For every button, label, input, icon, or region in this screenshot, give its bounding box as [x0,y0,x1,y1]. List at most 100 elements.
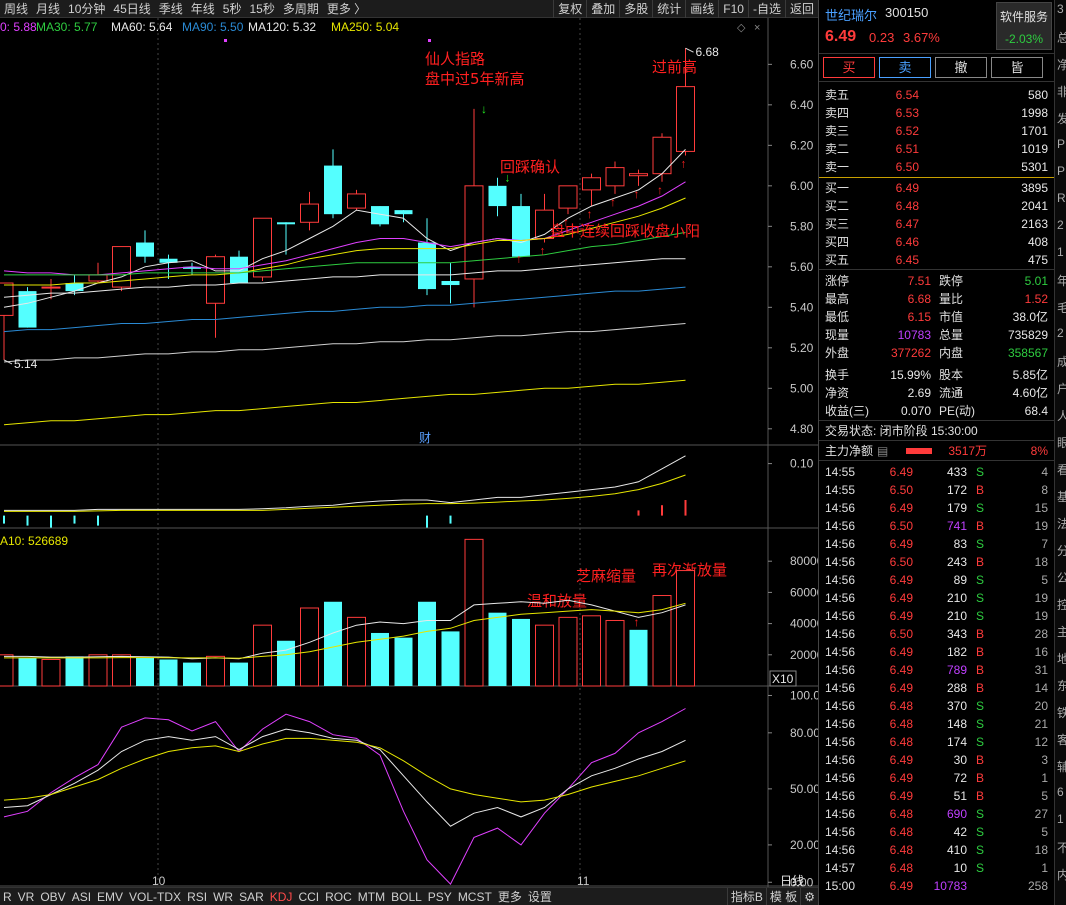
up-arrow-icon: ↑ [516,252,522,266]
edge-char: 基 [1057,488,1066,505]
tool-button-0[interactable]: 复权 [553,0,586,18]
bottom-tool-0[interactable]: 指标B [726,888,766,905]
period-tab-6[interactable]: 5秒 [222,1,242,16]
edge-char: R [1057,191,1066,205]
axis-tick-label: 60000 [790,585,818,599]
indicator-tab-vol-tdx[interactable]: VOL-TDX [129,889,182,904]
indicator-tab-boll[interactable]: BOLL [391,889,422,904]
indicator-tab-设置[interactable]: 设置 [527,889,552,904]
bid-level-5[interactable]: 买五 6.45 475 [819,251,1054,269]
ask-level-price: 6.51 [895,142,919,156]
ask-level-3[interactable]: 卖三 6.52 1701 [819,122,1054,140]
tick-direction: B [975,627,984,641]
tick-volume: 172 [946,483,967,497]
axis-tick-label: 5.60 [790,260,814,274]
edge-char: 分 [1057,542,1066,559]
bid-level-2[interactable]: 买二 6.48 2041 [819,197,1054,215]
period-tab-3[interactable]: 45日线 [113,1,151,16]
period-tab-8[interactable]: 多周期 [282,1,319,16]
bottom-tool-1[interactable]: 模 板 [765,888,800,905]
indicator-tab-wr[interactable]: WR [213,889,234,904]
ask-level-5[interactable]: 卖一 6.50 5301 [819,158,1054,176]
cancel-order-button[interactable]: 撤 [935,57,987,78]
side-panel-edge[interactable]: 3总净非发PPR21年毛2成户人眼看基法分公控主地东铁客辅61不内 [1054,0,1066,905]
indicator-tab-psy[interactable]: PSY [427,889,452,904]
tick-price: 6.49 [889,879,913,893]
tool-button-2[interactable]: 多股 [619,0,652,18]
bid-level-3[interactable]: 买三 6.47 2163 [819,215,1054,233]
indicator-tab-vr[interactable]: VR [17,889,35,904]
bid-level-price: 6.49 [895,181,919,195]
tool-button-3[interactable]: 统计 [652,0,685,18]
tick-time: 14:56 [825,681,856,695]
indicator-tab-roc[interactable]: ROC [325,889,352,904]
tool-button-4[interactable]: 画线 [685,0,718,18]
ask-level-4[interactable]: 卖二 6.51 1019 [819,140,1054,158]
indicator-tab-mtm[interactable]: MTM [357,889,386,904]
tick-volume: 343 [946,627,967,641]
tool-button-6[interactable]: -自选 [747,0,785,18]
stock-name[interactable]: 世纪瑞尔 [825,8,878,23]
bid-level-1[interactable]: 买一 6.49 3895 [819,179,1054,197]
indicator-tab-cci[interactable]: CCI [298,889,320,904]
tick-time: 14:56 [825,627,856,641]
indicator-tab-kdj[interactable]: KDJ [269,889,293,904]
ma-legend-item: 0: 5.88 [0,20,37,34]
period-tab-4[interactable]: 季线 [158,1,183,16]
tick-count: 19 [1034,609,1048,623]
close-icon[interactable]: × [754,22,760,34]
stat-label: 涨停 [825,274,850,288]
bid-level-price: 6.46 [895,235,919,249]
indicator-tab-emv[interactable]: EMV [97,889,124,904]
tab-scroll-left[interactable]: R [3,889,12,904]
volume-bar [88,654,108,687]
tool-button-7[interactable]: 返回 [784,0,818,18]
indicator-tab-obv[interactable]: OBV [40,889,66,904]
tick-time: 14:56 [825,609,856,623]
high-pointer [685,47,694,53]
volume-bar [41,658,61,687]
bid-level-volume: 408 [1027,235,1048,249]
tool-button-5[interactable]: F10 [718,0,748,18]
tick-row: 14:56 6.48 148 S 21 [819,715,1054,733]
finance-marker[interactable]: 财 [419,431,431,445]
chart-area[interactable]: 6.60 6.40 6.20 6.00 5.80 5.60 5.40 5.20 5.00 4.80… [0,18,818,887]
period-tab-9[interactable]: 更多 〉 [326,1,367,16]
period-tab-1[interactable]: 月线 [36,1,61,16]
period-label[interactable]: 日线 [780,874,804,887]
candle-body [652,136,672,175]
alert-button[interactable]: 皆 [991,57,1043,78]
period-tab-5[interactable]: 年线 [190,1,215,16]
tool-button-1[interactable]: 叠加 [586,0,619,18]
sector-badge[interactable]: 软件服务 -2.03% [996,2,1052,50]
bid-level-4[interactable]: 买四 6.46 408 [819,233,1054,251]
stat-label: 换手 [825,368,850,382]
list-icon[interactable]: ▤ [877,443,889,458]
period-tab-0[interactable]: 周线 [4,1,29,16]
buy-button[interactable]: 买 [823,57,875,78]
indicator-tab-asi[interactable]: ASI [71,889,92,904]
indicator-tab-mcst[interactable]: MCST [457,889,492,904]
tick-list[interactable]: 14:55 6.49 433 S 4 14:55 6.50 172 B 8 14:56 6.49 179… [819,460,1054,895]
ask-level-1[interactable]: 卖五 6.54 580 [819,86,1054,104]
high-label: 6.68 [696,45,720,59]
period-tab-7[interactable]: 15秒 [249,1,275,16]
sell-button[interactable]: 卖 [879,57,931,78]
trade-status: 交易状态: 闭市阶段 15:30:00 [819,420,1054,440]
candle-body [418,242,436,290]
period-tab-2[interactable]: 10分钟 [68,1,106,16]
indicator-tab-rsi[interactable]: RSI [187,889,208,904]
indicator-tab-sar[interactable]: SAR [239,889,264,904]
tick-count: 12 [1034,735,1048,749]
volume-scale-box[interactable] [769,670,797,687]
settings-diamond-icon[interactable]: ◇ [737,22,746,34]
bottom-tool-2[interactable]: ⚙ [800,888,818,905]
stock-charts[interactable]: 6.60 6.40 6.20 6.00 5.80 5.60 5.40 5.20 5.00 4.80… [0,18,818,887]
indicator-tab-更多[interactable]: 更多 [497,889,522,904]
ask-level-2[interactable]: 卖四 6.53 1998 [819,104,1054,122]
tick-time: 15:00 [825,879,856,893]
tick-direction: S [975,843,984,857]
tick-price: 6.49 [889,663,913,677]
indicator-bar [661,505,663,516]
volume-bar [676,570,695,687]
